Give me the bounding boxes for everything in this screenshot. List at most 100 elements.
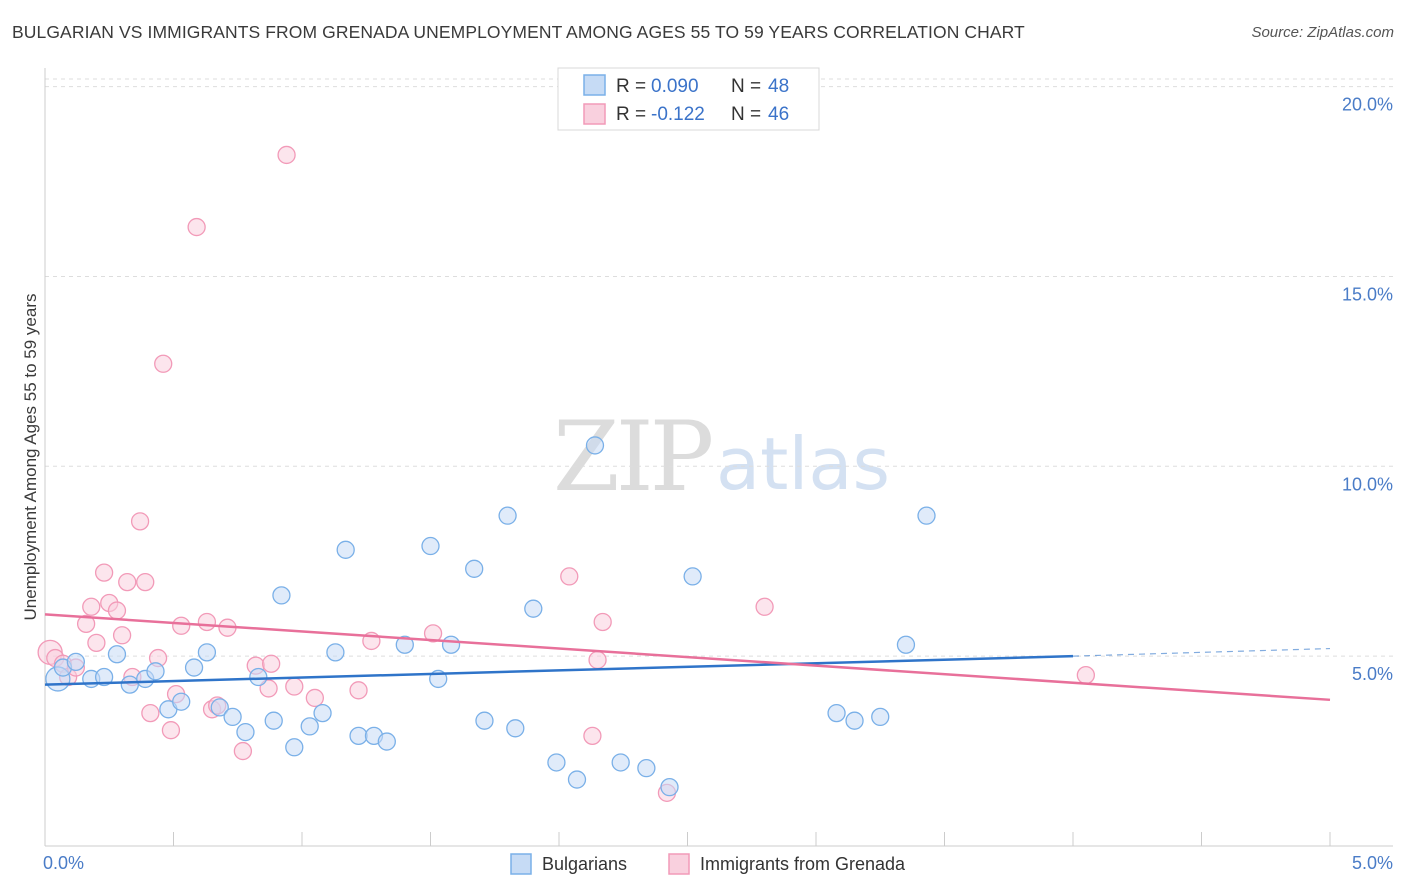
grenada-point (118, 572, 137, 592)
grenada-point (107, 601, 127, 620)
bulgarians-point (326, 643, 345, 662)
bulgarians-point (917, 506, 936, 525)
bulgarians-point (313, 703, 332, 723)
grenada-point (82, 597, 101, 616)
grenada-point (233, 741, 253, 761)
x-tick-label-max: 5.0% (1352, 853, 1393, 873)
legend-n-value-2: 46 (768, 104, 789, 125)
chart-title: BULGARIAN VS IMMIGRANTS FROM GRENADA UNE… (12, 22, 1025, 42)
grenada-point (136, 572, 155, 592)
bulgarians-point (567, 770, 587, 789)
grenada-point (197, 612, 217, 632)
trend-line-grenada (44, 613, 1331, 702)
legend-n-label-2: N = (731, 104, 761, 125)
grenada-point (161, 721, 181, 740)
grenada-point (305, 688, 325, 708)
bulgarians-point (827, 703, 846, 723)
bottom-legend-swatch-grenada (668, 853, 690, 875)
y-tick-label: 10.0% (1342, 474, 1393, 494)
bulgarians-point (585, 436, 605, 455)
bulgarians-point (285, 738, 304, 757)
bulgarians-point (264, 711, 283, 730)
grenada-point (593, 612, 612, 632)
bulgarians-point (896, 635, 916, 654)
legend-n-label-1: N = (731, 76, 761, 97)
legend-swatch-bulgarians (583, 74, 606, 96)
bulgarians-point (210, 698, 229, 717)
bulgarians-point (236, 722, 255, 742)
bulgarians-point (683, 567, 702, 586)
bulgarians-point (660, 777, 679, 797)
bulgarians-point (377, 732, 396, 751)
y-axis-title: Unemployment Among Ages 55 to 59 years (21, 294, 40, 621)
bulgarians-point (498, 506, 517, 525)
bottom-legend-label-bulgarians: Bulgarians (542, 854, 627, 874)
bulgarians-point (223, 707, 242, 727)
bulgarians-point (845, 711, 864, 730)
bulgarians-point (272, 586, 291, 605)
trend-line-bulgarians-extension (1072, 647, 1331, 657)
bottom-legend: Bulgarians Immigrants from Grenada (510, 853, 906, 875)
bottom-legend-swatch-bulgarians (510, 853, 532, 875)
legend-swatch-grenada (583, 103, 606, 125)
bulgarians-point (336, 540, 355, 559)
legend: R = 0.090 N = 48 R = -0.122 N = 46 (557, 67, 820, 131)
grenada-point (285, 677, 304, 696)
y-tick-label: 15.0% (1342, 284, 1393, 304)
bulgarians-point (395, 635, 414, 654)
grenada-point (112, 626, 132, 645)
bulgarians-point (172, 692, 191, 711)
grenada-point (1076, 665, 1095, 685)
grenada-point (187, 217, 206, 237)
source-credit: Source: ZipAtlas.com (1251, 24, 1394, 41)
bulgarians-point (421, 536, 440, 556)
watermark-zip: ZIP (553, 401, 712, 513)
grenada-point (560, 567, 579, 586)
bulgarians-point (184, 658, 204, 677)
legend-n-value-1: 48 (768, 76, 789, 97)
legend-r-value-2: -0.122 (651, 104, 705, 125)
grenada-point (423, 624, 443, 643)
bulgarians-point (506, 719, 525, 738)
grenada-point (277, 145, 296, 165)
grenada-point (259, 679, 278, 698)
bulgarians-point (611, 753, 630, 772)
trend-lines (44, 613, 1331, 702)
grenada-point (349, 681, 368, 700)
bulgarians-point (637, 759, 656, 778)
grenada-point (583, 726, 602, 746)
bulgarians-point (120, 675, 139, 694)
series-bulgarians-points (45, 436, 936, 797)
legend-r-value-1: 0.090 (651, 76, 699, 97)
grenada-point (94, 563, 114, 582)
grenada-point (76, 614, 96, 634)
bulgarians-point (441, 635, 461, 654)
bulgarians-point (547, 753, 566, 772)
legend-r-label-1: R = (616, 76, 646, 97)
bulgarians-point (349, 726, 368, 746)
x-axis-ticks (44, 832, 1331, 846)
bulgarians-point (300, 717, 319, 736)
x-tick-label-min: 0.0% (43, 853, 84, 873)
bulgarians-point (249, 667, 268, 687)
bulgarians-point (524, 599, 543, 618)
bulgarians-point (107, 645, 127, 664)
bulgarians-point (66, 652, 85, 671)
bulgarians-point (94, 667, 114, 687)
y-tick-label: 5.0% (1352, 664, 1393, 684)
bottom-legend-label-grenada: Immigrants from Grenada (700, 854, 906, 874)
legend-r-label-2: R = (616, 104, 646, 125)
grenada-point (588, 650, 607, 670)
series-grenada-points (37, 145, 1095, 802)
watermark-atlas: atlas (716, 422, 890, 506)
y-tick-labels: 5.0% 10.0% 15.0% 20.0% (1342, 95, 1393, 685)
grenada-point (87, 633, 106, 653)
bulgarians-point (146, 662, 165, 681)
gridlines (45, 78, 1393, 657)
grenada-point (154, 354, 173, 373)
grenada-point (172, 616, 191, 635)
grenada-point (262, 654, 281, 673)
y-tick-label: 20.0% (1342, 95, 1393, 115)
bulgarians-point (475, 711, 494, 730)
